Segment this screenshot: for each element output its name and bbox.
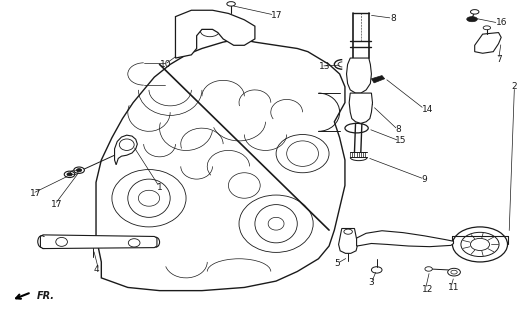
Ellipse shape: [470, 10, 479, 14]
Text: 7: 7: [496, 55, 502, 64]
Ellipse shape: [452, 227, 508, 262]
Ellipse shape: [451, 270, 457, 274]
Text: 11: 11: [448, 283, 460, 292]
Ellipse shape: [76, 169, 82, 172]
Text: 4: 4: [93, 265, 99, 275]
Text: 17: 17: [271, 11, 282, 20]
Text: 5: 5: [335, 259, 340, 268]
Text: 3: 3: [369, 278, 374, 287]
Ellipse shape: [64, 171, 75, 178]
Text: 15: 15: [395, 136, 407, 145]
Ellipse shape: [227, 2, 235, 6]
Text: 13: 13: [319, 61, 330, 70]
Polygon shape: [115, 135, 138, 165]
Text: 12: 12: [422, 284, 433, 293]
Ellipse shape: [228, 28, 244, 37]
Ellipse shape: [425, 267, 432, 271]
Ellipse shape: [67, 173, 72, 176]
Text: 8: 8: [395, 125, 401, 134]
Polygon shape: [339, 228, 358, 253]
Ellipse shape: [200, 25, 219, 37]
Polygon shape: [347, 58, 371, 93]
Ellipse shape: [344, 229, 353, 234]
Polygon shape: [96, 39, 345, 291]
Text: 17: 17: [51, 200, 63, 209]
Text: 8: 8: [390, 14, 396, 23]
Text: 9: 9: [422, 175, 427, 184]
Polygon shape: [175, 10, 255, 58]
Polygon shape: [371, 76, 384, 83]
Text: 14: 14: [422, 105, 433, 114]
Text: 16: 16: [496, 19, 508, 28]
Ellipse shape: [119, 139, 134, 150]
Polygon shape: [475, 33, 501, 53]
Polygon shape: [357, 231, 453, 247]
Ellipse shape: [448, 268, 460, 276]
Polygon shape: [40, 235, 157, 249]
Ellipse shape: [461, 232, 499, 257]
Ellipse shape: [371, 267, 382, 273]
Ellipse shape: [467, 17, 477, 22]
Text: 2: 2: [512, 82, 517, 91]
Text: 17: 17: [30, 189, 41, 198]
Ellipse shape: [350, 125, 363, 131]
Text: 10: 10: [160, 60, 171, 69]
Ellipse shape: [483, 26, 491, 30]
Text: FR.: FR.: [37, 292, 55, 301]
Ellipse shape: [374, 235, 389, 243]
Ellipse shape: [470, 238, 490, 251]
Polygon shape: [349, 93, 372, 123]
Text: 1: 1: [157, 183, 162, 192]
Ellipse shape: [74, 167, 84, 173]
